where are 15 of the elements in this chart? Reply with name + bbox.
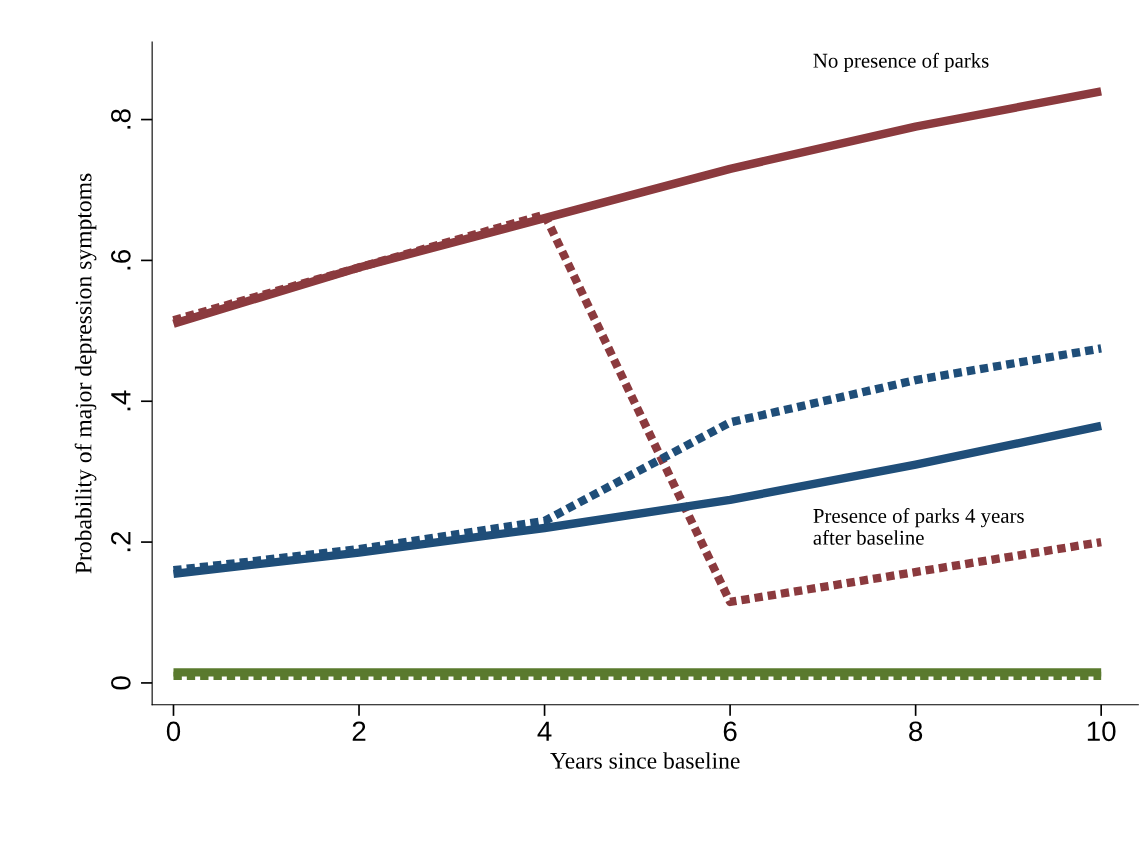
y-tick-label: 0 bbox=[111, 676, 131, 690]
y-tick-label: .4 bbox=[111, 390, 131, 411]
x-tick-label: 10 bbox=[1087, 721, 1116, 742]
x-tick-label: 0 bbox=[166, 721, 181, 742]
x-axis-title: Years since baseline bbox=[550, 752, 740, 769]
y-tick-label: .8 bbox=[111, 109, 131, 129]
y-tick-label: .6 bbox=[111, 250, 131, 270]
x-tick-label: 8 bbox=[909, 721, 923, 742]
y-axis-title: Probability of major depression symptoms bbox=[74, 173, 97, 574]
annotation: No presence of parks bbox=[813, 52, 989, 72]
x-tick-label: 6 bbox=[723, 721, 737, 742]
y-tick-label: .2 bbox=[111, 531, 131, 552]
x-tick-label: 4 bbox=[537, 721, 552, 741]
annotation: Presence of parks 4 years after baseline bbox=[813, 508, 1024, 545]
x-tick-label: 2 bbox=[352, 721, 366, 741]
